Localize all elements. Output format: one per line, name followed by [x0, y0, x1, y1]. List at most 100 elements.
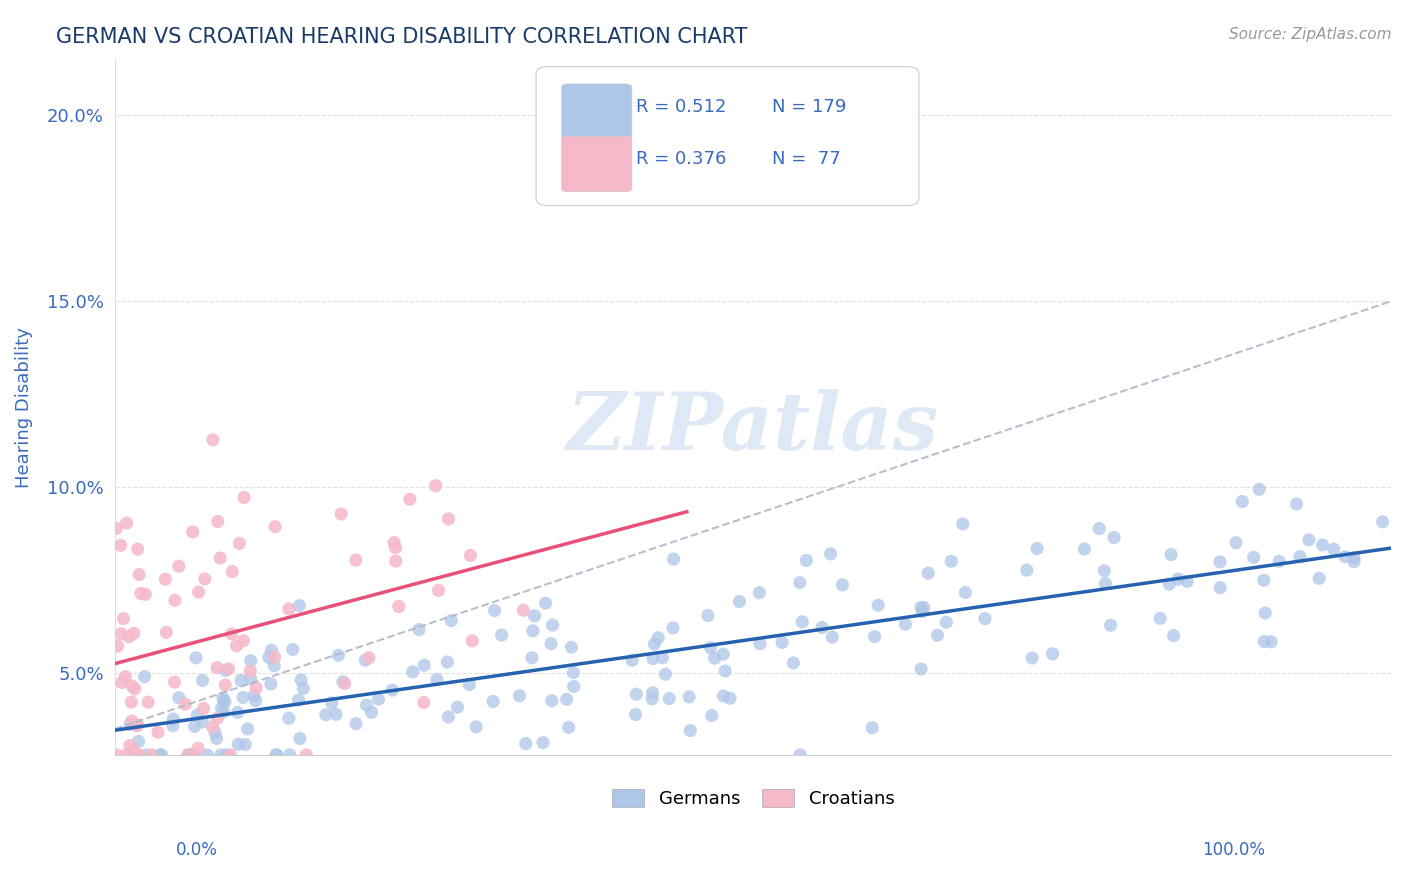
Point — [225, 639, 247, 653]
Point — [711, 647, 734, 661]
Point — [643, 651, 665, 665]
Point — [214, 695, 236, 709]
Point — [264, 747, 287, 762]
Point — [212, 705, 235, 719]
Point — [917, 566, 939, 581]
Point — [215, 664, 238, 678]
Point — [201, 433, 224, 447]
Point — [228, 536, 250, 550]
Point — [184, 650, 207, 665]
Point — [122, 626, 145, 640]
Point — [107, 639, 129, 653]
Point — [187, 741, 209, 756]
Text: R = 0.512: R = 0.512 — [636, 98, 725, 116]
Point — [562, 665, 585, 680]
Point — [491, 628, 513, 642]
Point — [105, 747, 128, 762]
Point — [239, 672, 262, 686]
Point — [1232, 494, 1254, 508]
Point — [149, 747, 172, 762]
Point — [260, 643, 283, 657]
Point — [1167, 572, 1189, 586]
Point — [257, 650, 280, 665]
Point — [522, 624, 544, 638]
Point — [134, 670, 156, 684]
Point — [1298, 533, 1320, 547]
Point — [146, 725, 169, 739]
Point — [1285, 497, 1308, 511]
Point — [941, 554, 963, 568]
Point — [1371, 515, 1393, 529]
Point — [344, 716, 367, 731]
Point — [179, 747, 201, 762]
Point — [748, 585, 770, 599]
Point — [150, 747, 173, 762]
Point — [402, 665, 425, 679]
Point — [621, 653, 644, 667]
Point — [398, 492, 420, 507]
Point — [426, 673, 449, 687]
Point — [277, 711, 299, 725]
Point — [134, 587, 156, 601]
Point — [540, 637, 562, 651]
Point — [974, 611, 997, 625]
Point — [1094, 576, 1116, 591]
Point — [388, 599, 411, 614]
Point — [1253, 574, 1275, 588]
Point — [121, 679, 143, 693]
Point — [110, 627, 132, 641]
Point — [209, 747, 232, 762]
Point — [110, 538, 132, 552]
Point — [127, 542, 149, 557]
Point — [1268, 554, 1291, 568]
Point — [287, 693, 309, 707]
Point — [654, 667, 676, 681]
Point — [183, 719, 205, 733]
Point — [332, 674, 354, 689]
Point — [295, 747, 318, 762]
Point — [281, 642, 304, 657]
Point — [794, 553, 817, 567]
Point — [408, 623, 430, 637]
Point — [1254, 606, 1277, 620]
Point — [125, 718, 148, 732]
Text: R = 0.376: R = 0.376 — [636, 150, 725, 168]
Point — [555, 692, 578, 706]
Point — [1042, 647, 1064, 661]
Point — [232, 690, 254, 705]
Point — [207, 515, 229, 529]
Point — [367, 692, 389, 706]
Point — [292, 681, 315, 696]
Point — [437, 512, 460, 526]
Point — [821, 630, 844, 644]
Point — [118, 739, 141, 753]
Point — [239, 664, 262, 678]
Point — [239, 654, 262, 668]
Point — [1334, 549, 1357, 564]
Legend: Germans, Croatians: Germans, Croatians — [605, 781, 901, 815]
FancyBboxPatch shape — [561, 84, 631, 139]
Point — [679, 723, 702, 738]
Point — [860, 721, 883, 735]
Point — [465, 720, 488, 734]
Point — [384, 554, 406, 568]
Point — [1289, 549, 1312, 564]
Point — [1312, 538, 1334, 552]
Point — [696, 608, 718, 623]
Point — [792, 615, 814, 629]
Point — [201, 720, 224, 734]
Point — [703, 651, 725, 665]
Point — [935, 615, 957, 630]
Point — [163, 675, 186, 690]
Point — [186, 708, 208, 723]
Point — [112, 611, 135, 625]
Point — [811, 620, 834, 634]
Point — [1225, 535, 1247, 549]
Point — [187, 585, 209, 599]
Point — [315, 707, 337, 722]
Point — [1088, 522, 1111, 536]
Point — [260, 677, 283, 691]
Point — [1159, 577, 1181, 591]
Point — [263, 658, 285, 673]
Point — [288, 731, 311, 746]
